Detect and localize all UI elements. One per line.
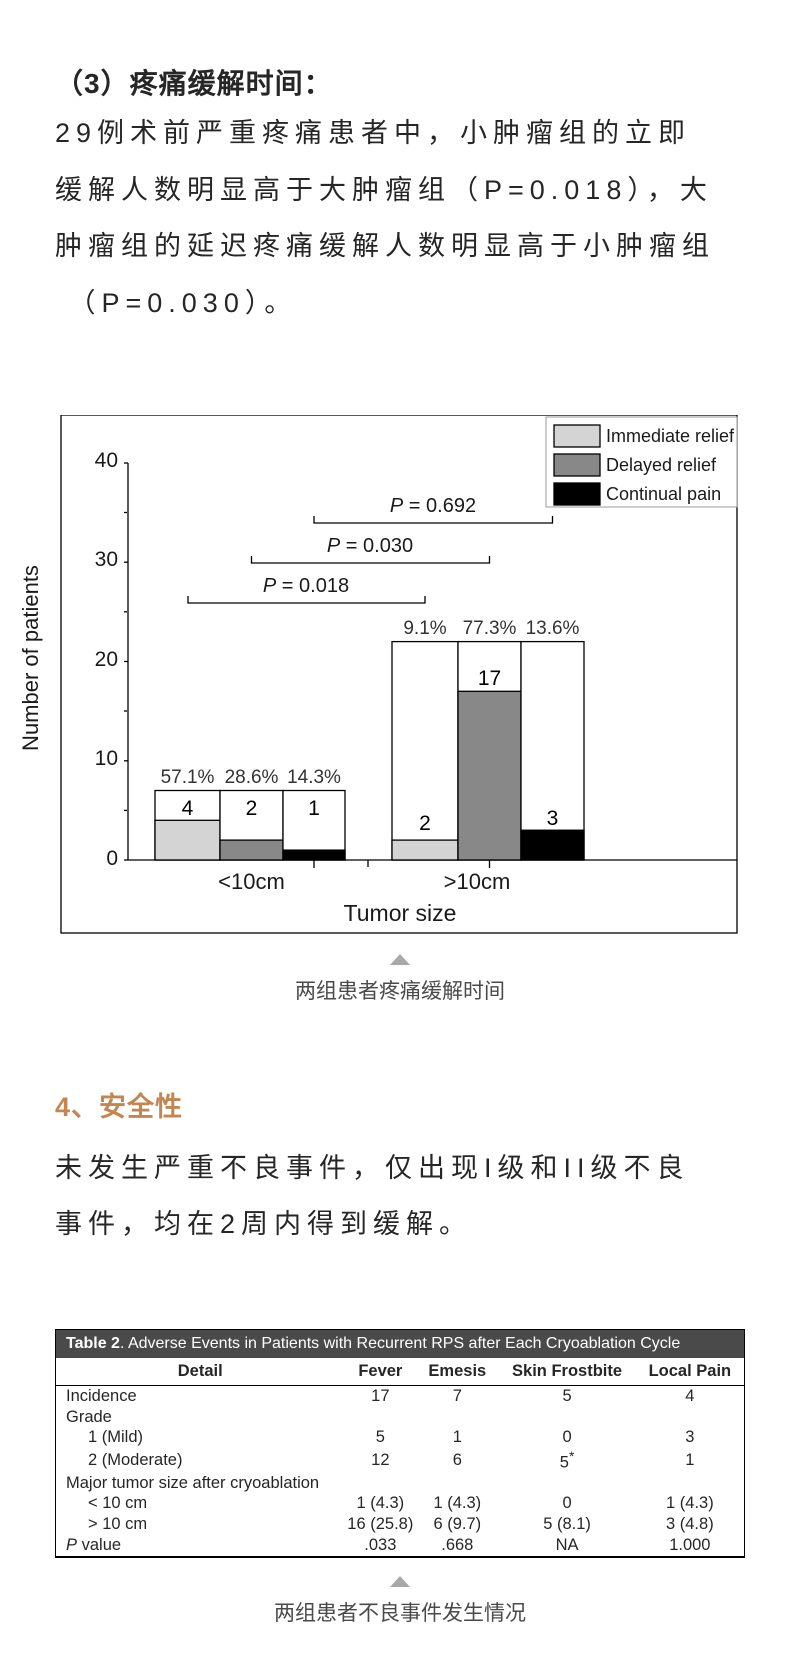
svg-text:30: 30: [95, 548, 118, 571]
svg-text:Tumor size: Tumor size: [344, 900, 457, 926]
svg-text:>10cm: >10cm: [444, 869, 511, 894]
svg-text:77.3%: 77.3%: [463, 618, 517, 639]
svg-text:10: 10: [95, 747, 118, 770]
svg-text:17: 17: [478, 667, 501, 690]
svg-text:Delayed relief: Delayed relief: [606, 455, 717, 475]
svg-text:Number of patients: Number of patients: [18, 565, 43, 751]
svg-text:Immediate relief: Immediate relief: [606, 426, 735, 446]
svg-text:13.6%: 13.6%: [526, 618, 580, 639]
svg-text:P = 0.692: P = 0.692: [390, 495, 476, 517]
svg-text:9.1%: 9.1%: [403, 618, 446, 639]
svg-text:0: 0: [106, 847, 118, 870]
svg-text:20: 20: [95, 648, 118, 671]
svg-text:14.3%: 14.3%: [287, 767, 341, 788]
svg-text:Continual pain: Continual pain: [606, 484, 721, 504]
svg-text:<10cm: <10cm: [218, 869, 285, 894]
svg-text:2: 2: [246, 797, 258, 820]
svg-text:57.1%: 57.1%: [161, 767, 215, 788]
svg-text:2: 2: [419, 812, 431, 835]
svg-text:3: 3: [547, 807, 559, 830]
svg-text:40: 40: [95, 449, 118, 472]
svg-text:1: 1: [308, 797, 320, 820]
svg-text:P = 0.018: P = 0.018: [263, 575, 349, 597]
svg-text:4: 4: [182, 797, 194, 820]
svg-text:P = 0.030: P = 0.030: [327, 535, 413, 557]
svg-text:28.6%: 28.6%: [225, 767, 279, 788]
